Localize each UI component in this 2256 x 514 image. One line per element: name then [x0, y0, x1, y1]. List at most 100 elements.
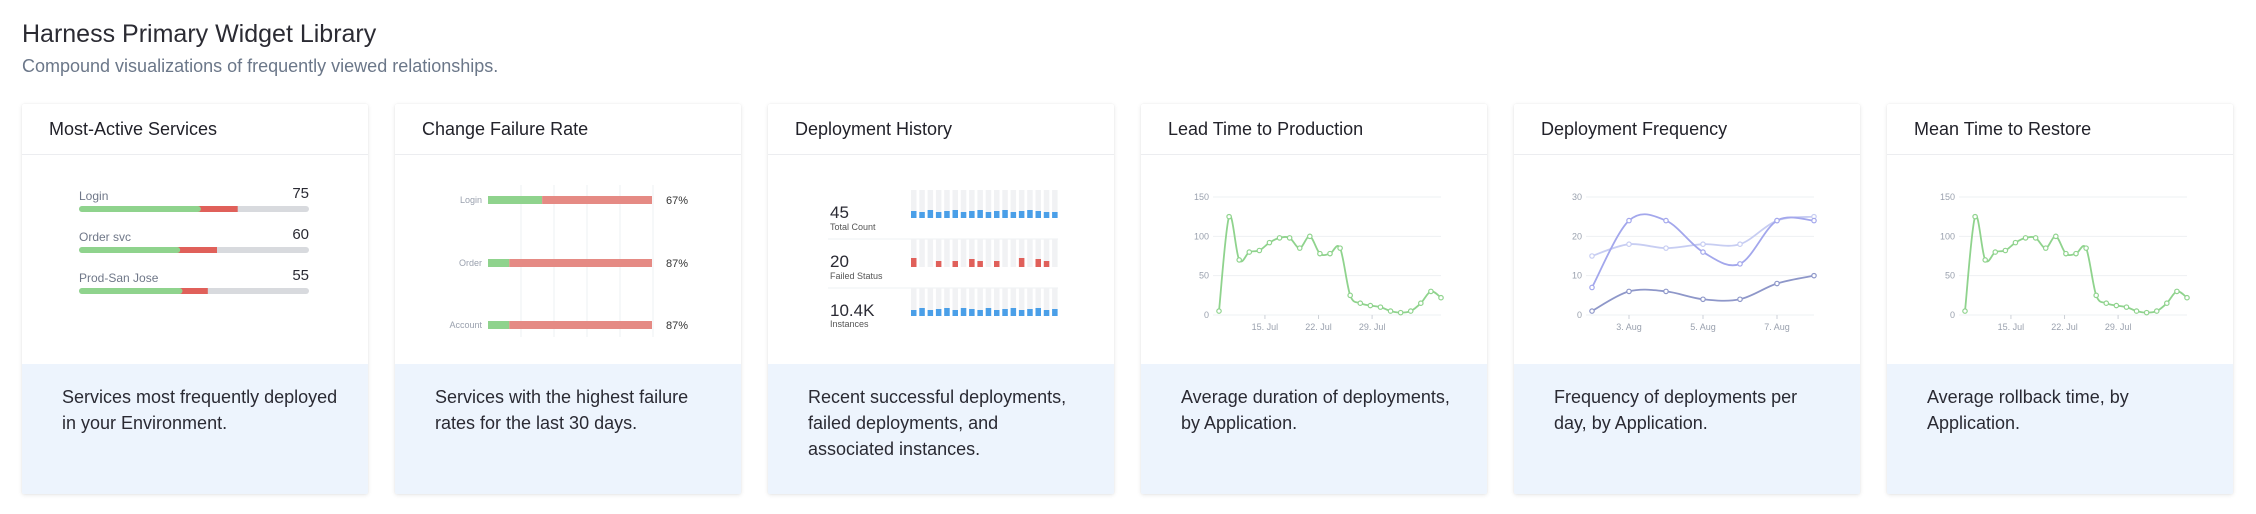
- data-point: [2073, 250, 2079, 257]
- data-point: [1737, 241, 1743, 248]
- service-bar-success: [79, 288, 183, 294]
- card-change-failure-rate[interactable]: Change Failure Rate Login 67% Order: [395, 104, 741, 494]
- data-point: [1589, 253, 1595, 259]
- data-point: [1700, 249, 1706, 255]
- card-deployment-history[interactable]: Deployment History 45 Total Count 20 Fai…: [768, 104, 1114, 494]
- failure-rate-row: Account 87%: [449, 320, 688, 332]
- card-visual: Login 75 Order svc 60 Prod-San Jose 55: [22, 155, 368, 367]
- history-row: 20 Failed Status: [830, 239, 1058, 281]
- service-name: Order svc: [79, 230, 131, 244]
- history-bar: [927, 310, 934, 316]
- data-point: [1589, 308, 1595, 314]
- stat-value: 45: [830, 203, 849, 222]
- data-point: [1428, 288, 1434, 295]
- data-point: [1216, 308, 1222, 314]
- failure-segment: [509, 321, 652, 329]
- x-tick-label: 3. Aug: [1616, 322, 1642, 332]
- history-bar: [935, 309, 942, 316]
- data-point: [1296, 245, 1303, 251]
- card-visual: 45 Total Count 20 Failed Status 10.4K In…: [768, 155, 1114, 367]
- card-description: Average rollback time, by Application.: [1887, 364, 2233, 494]
- y-tick-label: 50: [1945, 271, 1955, 281]
- y-tick-label: 0: [1577, 310, 1582, 320]
- data-point: [2123, 304, 2130, 310]
- card-visual: Login 67% Order 87% Account 87%: [395, 155, 741, 367]
- bar-slot: [927, 288, 934, 316]
- bar-slot: [927, 239, 934, 267]
- bar-slot: [969, 288, 975, 316]
- bar-slot: [960, 190, 967, 218]
- service-bar-failure: [179, 288, 208, 294]
- data-point: [1276, 235, 1283, 241]
- data-point: [1367, 302, 1374, 309]
- data-point: [2002, 247, 2009, 254]
- service-count: 55: [292, 267, 309, 284]
- history-bar: [935, 212, 942, 218]
- bar-slot: [1010, 288, 1017, 316]
- data-point: [1774, 280, 1780, 287]
- data-point: [2113, 302, 2120, 309]
- card-lead-time-to-production[interactable]: Lead Time to Production 0 50 100 150 15. Jul…: [1141, 104, 1487, 494]
- bar-slot: [1018, 239, 1025, 267]
- bar-slot: [935, 190, 942, 218]
- card-title: Most-Active Services: [22, 104, 368, 155]
- card-description: Average duration of deployments, by Appl…: [1141, 364, 1487, 494]
- card-most-active-services[interactable]: Most-Active Services Login 75 Order svc …: [22, 104, 368, 494]
- data-point: [2053, 233, 2059, 240]
- history-bar: [977, 310, 983, 316]
- service-bar-success: [79, 206, 201, 212]
- bar-slot: [944, 288, 950, 316]
- page-title: Harness Primary Widget Library: [22, 20, 377, 48]
- bar-slot: [1043, 288, 1050, 316]
- x-tick-label: 22. Jul: [1305, 322, 1332, 332]
- history-bar: [985, 212, 992, 218]
- data-point: [2042, 245, 2049, 251]
- bar-slot: [911, 239, 917, 267]
- stat-value: 10.4K: [830, 301, 875, 320]
- bar-slot: [1027, 288, 1033, 316]
- data-point: [1377, 304, 1384, 310]
- history-bar: [1002, 210, 1008, 218]
- history-bar: [911, 211, 917, 218]
- failure-rate-chart: Login 67% Order 87% Account 87%: [449, 185, 688, 337]
- history-bar: [919, 308, 925, 316]
- x-tick-label: 29. Jul: [1359, 322, 1386, 332]
- stat-value: 20: [830, 252, 849, 271]
- history-bar: [1035, 259, 1041, 267]
- data-point: [1418, 300, 1424, 307]
- history-row: 45 Total Count: [830, 190, 1058, 232]
- failure-percent: 87%: [666, 320, 688, 332]
- bar-slot: [960, 288, 967, 316]
- bar-slot: [969, 239, 975, 267]
- y-tick-label: 10: [1572, 271, 1582, 281]
- bar-slot: [919, 190, 925, 218]
- failure-rate-row: Login 67%: [460, 195, 688, 207]
- bar-slot: [969, 190, 975, 218]
- card-mean-time-to-restore[interactable]: Mean Time to Restore 0 50 100 150 15. Jul 22.…: [1887, 104, 2233, 494]
- bar-slot: [935, 288, 942, 316]
- bar-slot: [944, 239, 950, 267]
- data-point: [1626, 217, 1632, 224]
- data-point: [1811, 272, 1817, 279]
- x-tick-label: 29. Jul: [2105, 322, 2132, 332]
- success-segment: [488, 321, 510, 329]
- service-count: 60: [292, 226, 309, 243]
- bar-slot: [911, 288, 917, 316]
- data-point: [1737, 261, 1743, 267]
- series-line: [1591, 274, 1815, 312]
- bar-slot: [1052, 239, 1058, 267]
- bar-slot: [1002, 239, 1008, 267]
- bar-slot: [977, 190, 983, 218]
- history-bar: [911, 310, 917, 316]
- data-point: [2032, 235, 2039, 241]
- card-visual: 0 50 100 150 15. Jul 22. Jul 29. Jul: [1141, 155, 1487, 367]
- data-point: [1246, 249, 1253, 255]
- data-point: [1256, 247, 1263, 254]
- y-tick-label: 150: [1194, 192, 1209, 202]
- card-deployment-frequency[interactable]: Deployment Frequency 0 10 20 30 3. Aug 5. Aug…: [1514, 104, 1860, 494]
- card-description: Recent successful deployments, failed de…: [768, 364, 1114, 494]
- service-bar-success: [79, 247, 181, 253]
- card-title: Deployment History: [768, 104, 1114, 155]
- stat-label: Failed Status: [830, 271, 883, 281]
- history-bar: [1010, 308, 1017, 316]
